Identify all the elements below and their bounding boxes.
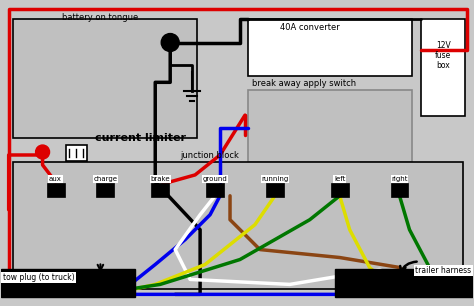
Text: junction block: junction block bbox=[181, 151, 239, 160]
Bar bbox=[151, 183, 169, 197]
Bar bbox=[13, 162, 463, 289]
Text: charge: charge bbox=[93, 176, 118, 182]
Text: left: left bbox=[334, 176, 346, 182]
Circle shape bbox=[161, 34, 179, 51]
Bar bbox=[248, 19, 412, 76]
Text: ground: ground bbox=[203, 176, 228, 182]
Bar bbox=[331, 183, 349, 197]
Bar bbox=[266, 183, 284, 197]
Text: battery on tongue: battery on tongue bbox=[62, 13, 138, 22]
Text: running: running bbox=[261, 176, 289, 182]
Bar bbox=[65, 145, 87, 161]
Bar bbox=[391, 183, 409, 197]
Bar bbox=[46, 183, 64, 197]
Bar bbox=[248, 90, 412, 162]
Text: 12V
fuse
box: 12V fuse box bbox=[435, 40, 452, 70]
Circle shape bbox=[36, 145, 50, 159]
Text: current limiter: current limiter bbox=[95, 133, 186, 143]
Bar bbox=[96, 183, 114, 197]
Text: brake: brake bbox=[150, 176, 170, 182]
Bar bbox=[421, 19, 465, 116]
Text: tow plug (to truck): tow plug (to truck) bbox=[3, 273, 74, 282]
Text: aux: aux bbox=[49, 176, 62, 182]
Text: right: right bbox=[391, 176, 408, 182]
Text: trailer harness: trailer harness bbox=[415, 266, 471, 275]
Bar bbox=[335, 270, 474, 297]
Bar bbox=[0, 270, 135, 297]
Text: break away apply switch: break away apply switch bbox=[252, 79, 356, 88]
Bar bbox=[13, 19, 197, 138]
Text: 40A converter: 40A converter bbox=[280, 23, 340, 32]
Bar bbox=[206, 183, 224, 197]
